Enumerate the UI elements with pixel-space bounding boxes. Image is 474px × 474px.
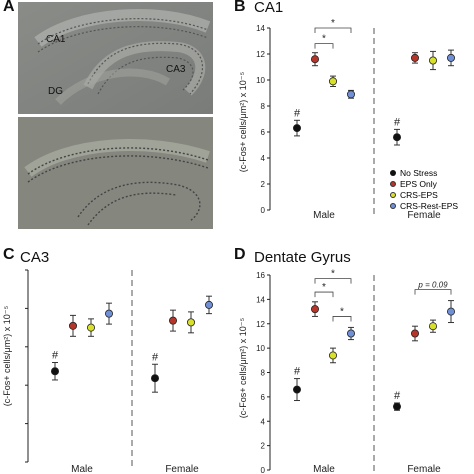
data-point — [328, 77, 337, 86]
legend-marker — [390, 192, 396, 198]
data-point — [328, 351, 337, 360]
y-tick-label: 8 — [261, 102, 266, 111]
significance-mark: # — [294, 107, 301, 119]
significance-bracket — [314, 291, 334, 298]
dg-region-label: DG — [48, 86, 63, 97]
significance-label: * — [322, 34, 326, 45]
y-axis-label: (c-Fos+ cells/μm²) x 10⁻⁵ — [2, 306, 12, 407]
y-tick-label: 16 — [256, 271, 265, 280]
y-tick-label: 0 — [261, 206, 266, 215]
legend-marker — [390, 170, 396, 176]
legend-marker — [390, 203, 396, 209]
legend-marker — [390, 181, 396, 187]
data-point — [410, 53, 419, 62]
y-tick-label: 4 — [261, 154, 266, 163]
data-point — [428, 322, 437, 331]
panel-c-letter: C — [3, 246, 15, 263]
significance-label: * — [322, 282, 326, 293]
group-label: Female — [165, 464, 199, 474]
significance-mark: # — [52, 350, 59, 362]
significance-bracket — [314, 43, 334, 49]
data-point — [150, 374, 159, 383]
legend: No Stress EPS Only CRS-EPS CRS-Rest-EPS — [390, 168, 458, 212]
y-tick-label: 2 — [261, 442, 266, 451]
panel-a-letter: A — [3, 0, 15, 15]
legend-label: CRS-EPS — [400, 190, 438, 200]
group-label: Male — [71, 464, 93, 474]
hippocampus-image-top-svg — [18, 2, 213, 114]
legend-label: CRS-Rest-EPS — [400, 201, 459, 211]
y-tick-label: 12 — [256, 320, 265, 329]
y-tick-label: 6 — [261, 128, 266, 137]
group-label: Female — [407, 210, 441, 221]
group-label: Male — [313, 464, 335, 474]
data-point — [69, 321, 78, 330]
y-tick-label: 6 — [261, 393, 266, 402]
y-tick-label: 4 — [261, 417, 266, 426]
data-point — [392, 133, 401, 142]
y-tick-label: 14 — [256, 295, 265, 304]
legend-label: EPS Only — [400, 179, 437, 189]
significance-mark: # — [152, 351, 159, 363]
y-tick-label: 10 — [256, 344, 265, 353]
hippocampus-image-bottom — [18, 117, 213, 229]
data-point — [392, 402, 401, 411]
data-point — [446, 307, 455, 316]
y-tick-label: 0 — [261, 466, 266, 474]
significance-mark: # — [394, 116, 401, 128]
data-point — [51, 367, 60, 376]
significance-bracket — [332, 316, 352, 322]
significance-bracket — [314, 278, 352, 284]
data-point — [310, 55, 319, 64]
group-label: Male — [313, 210, 335, 221]
data-point — [410, 329, 419, 338]
data-point — [310, 305, 319, 314]
y-tick-label: 8 — [261, 369, 266, 378]
significance-bracket — [314, 27, 352, 33]
legend-label: No Stress — [400, 168, 438, 178]
data-point — [292, 385, 301, 394]
panel-c-title: CA3 — [20, 249, 50, 266]
panel-b-letter: B — [234, 0, 246, 15]
legend-item: EPS Only — [390, 179, 458, 190]
y-tick-label: 2 — [261, 180, 266, 189]
significance-mark: # — [294, 366, 301, 378]
data-point — [346, 90, 355, 99]
y-axis-label: (c-Fos+ cells/μm²) x 10⁻⁵ — [238, 318, 248, 419]
data-point — [346, 329, 355, 338]
data-point — [292, 124, 301, 133]
ca1-region-label: CA1 — [46, 34, 66, 45]
y-tick-label: 10 — [256, 76, 265, 85]
significance-mark: # — [394, 390, 401, 402]
y-tick-label: 14 — [256, 24, 265, 33]
significance-label: p = 0.09 — [417, 281, 448, 290]
legend-item: CRS-Rest-EPS — [390, 201, 458, 212]
data-point — [428, 56, 437, 65]
significance-label: * — [340, 306, 344, 317]
significance-label: * — [331, 269, 335, 280]
panel-d-title: Dentate Gyrus — [254, 249, 351, 266]
data-point — [204, 300, 213, 309]
panel-d-letter: D — [234, 246, 246, 263]
data-point — [105, 309, 114, 318]
hippocampus-image-top — [18, 2, 213, 114]
legend-item: CRS-EPS — [390, 190, 458, 201]
y-axis-label: (c-Fos+ cells/μm²) x 10⁻⁵ — [238, 72, 248, 173]
significance-label: * — [331, 18, 335, 29]
group-label: Female — [407, 464, 441, 474]
data-point — [168, 316, 177, 325]
data-point — [446, 53, 455, 62]
significance-bracket — [414, 289, 452, 295]
data-point — [186, 318, 195, 327]
data-point — [87, 323, 96, 332]
hippocampus-image-bottom-svg — [18, 117, 213, 229]
ca3-region-label: CA3 — [166, 64, 186, 75]
legend-item: No Stress — [390, 168, 458, 179]
y-tick-label: 12 — [256, 50, 265, 59]
panel-b-title: CA1 — [254, 0, 284, 16]
